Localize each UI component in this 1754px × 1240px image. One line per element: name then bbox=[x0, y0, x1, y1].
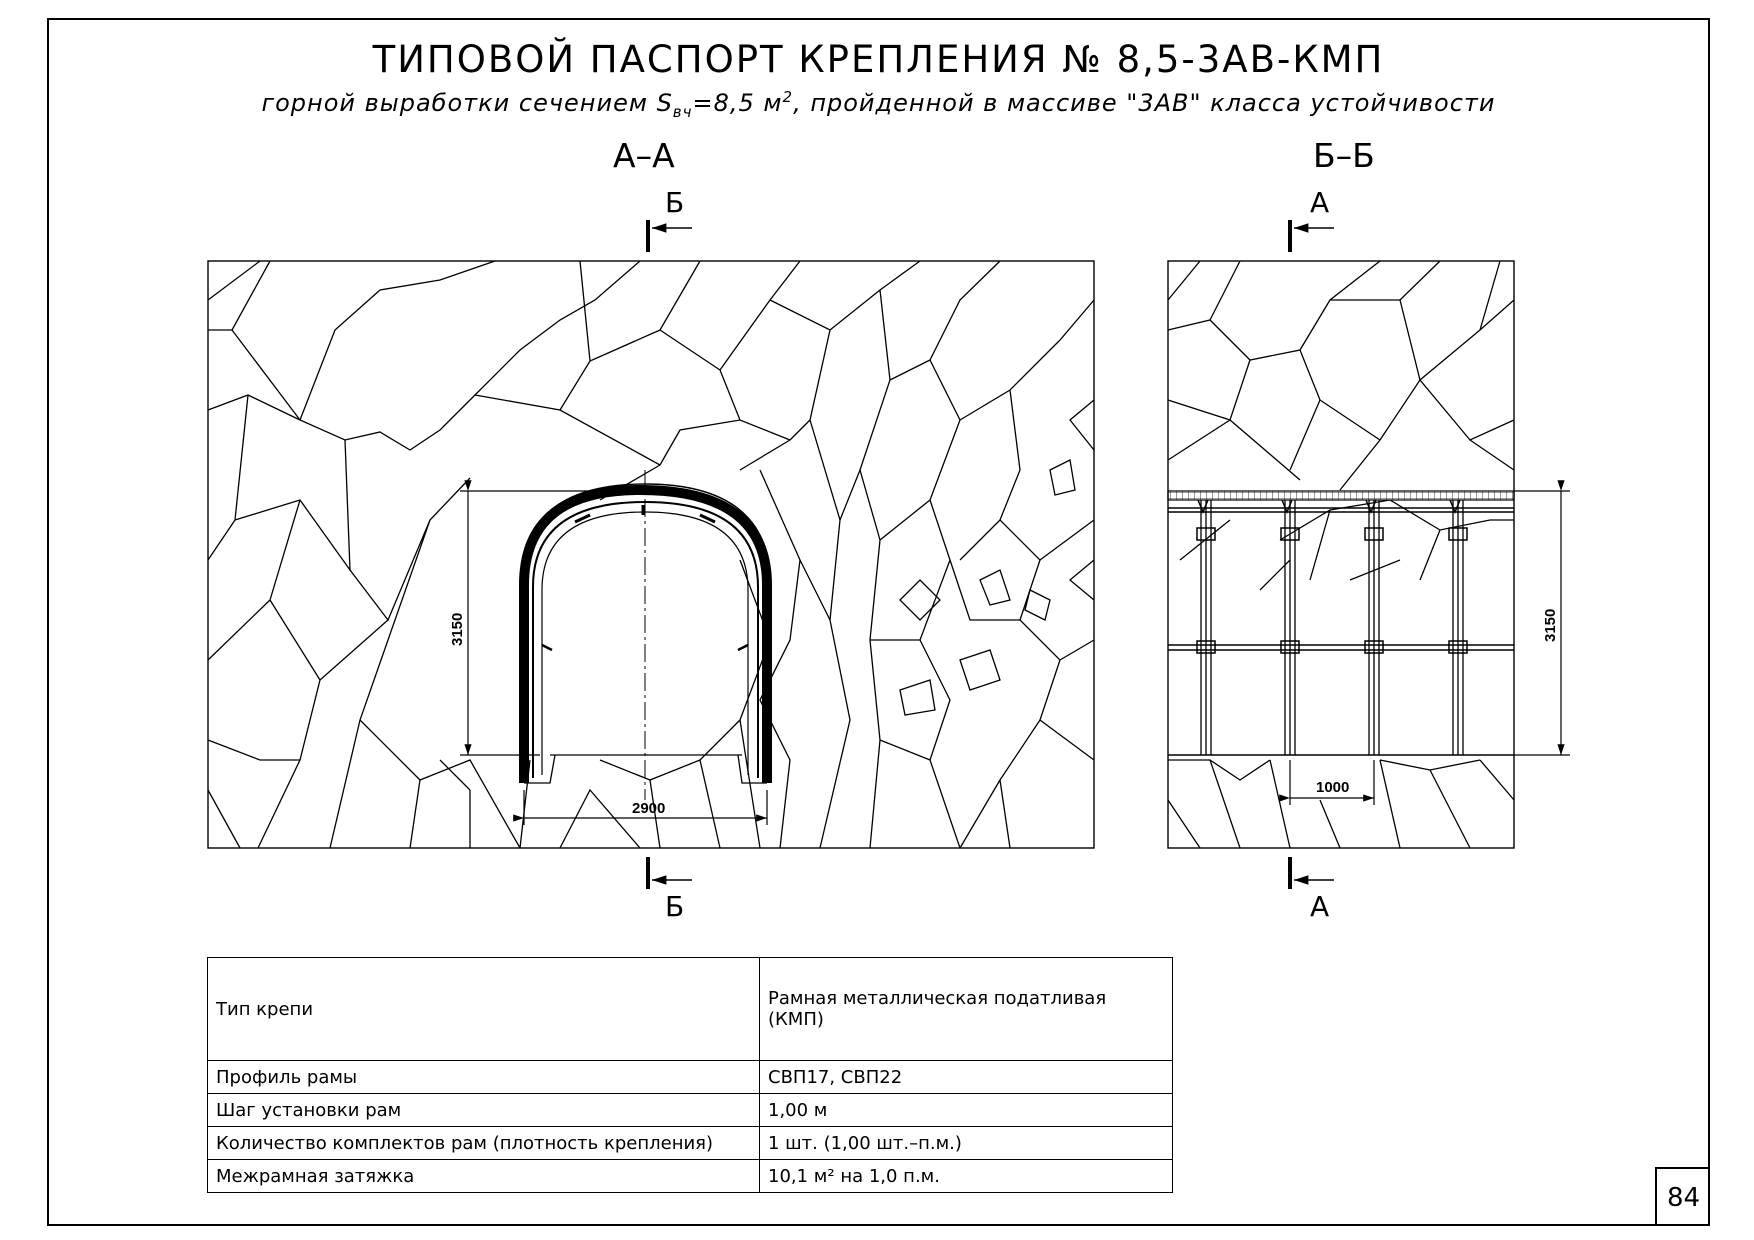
dim-label-height-left: 3150 bbox=[449, 613, 466, 646]
dimension-width-left bbox=[513, 790, 768, 825]
cut-mark-bottom-right-letter: А bbox=[1310, 890, 1330, 923]
table-cell-param: Тип крепи bbox=[207, 957, 760, 1061]
table-cell-param: Количество комплектов рам (плотность кре… bbox=[207, 1126, 760, 1160]
spec-table: Тип крепи Рамная металлическая податлива… bbox=[207, 957, 1173, 1193]
table-cell-value: Рамная металлическая податливая (КМП) bbox=[759, 957, 1173, 1061]
dimension-height-right bbox=[1514, 480, 1570, 756]
table-row: Количество комплектов рам (плотность кре… bbox=[207, 1126, 1173, 1160]
table-row: Профиль рамы СВП17, СВП22 bbox=[207, 1060, 1173, 1094]
dim-label-width-left: 2900 bbox=[632, 800, 665, 817]
dim-label-step-right: 1000 bbox=[1316, 779, 1349, 796]
section-b-b-drawing bbox=[1167, 260, 1515, 849]
table-row: Шаг установки рам 1,00 м bbox=[207, 1093, 1173, 1127]
cut-marks bbox=[646, 220, 1334, 889]
dimension-height-left bbox=[460, 480, 645, 756]
section-label-b-b: Б–Б bbox=[1313, 136, 1375, 175]
cut-mark-top-left-letter: Б bbox=[665, 186, 685, 219]
table-cell-value: СВП17, СВП22 bbox=[759, 1060, 1173, 1094]
section-a-a-drawing bbox=[207, 260, 1095, 849]
dim-label-height-right: 3150 bbox=[1542, 609, 1559, 642]
page-subtitle: горной выработки сечением Sвч=8,5 м2, пр… bbox=[261, 88, 1496, 121]
page-number: 84 bbox=[1655, 1167, 1710, 1226]
cut-mark-top-right-letter: А bbox=[1310, 186, 1330, 219]
table-cell-value: 1 шт. (1,00 шт.–п.м.) bbox=[759, 1126, 1173, 1160]
page-title: ТИПОВОЙ ПАСПОРТ КРЕПЛЕНИЯ № 8,5-3АВ-КМП bbox=[372, 38, 1385, 81]
cut-mark-bottom-left-letter: Б bbox=[665, 890, 685, 923]
dimension-step-right bbox=[1279, 760, 1375, 805]
table-cell-param: Профиль рамы bbox=[207, 1060, 760, 1094]
table-cell-value: 10,1 м² на 1,0 п.м. bbox=[759, 1159, 1173, 1193]
sheet-frame bbox=[47, 18, 1710, 1226]
table-cell-param: Шаг установки рам bbox=[207, 1093, 760, 1127]
table-row: Межрамная затяжка 10,1 м² на 1,0 п.м. bbox=[207, 1159, 1173, 1193]
section-label-a-a: А–А bbox=[613, 136, 675, 175]
table-row: Тип крепи Рамная металлическая податлива… bbox=[207, 957, 1173, 1061]
table-cell-param: Межрамная затяжка bbox=[207, 1159, 760, 1193]
table-cell-value: 1,00 м bbox=[759, 1093, 1173, 1127]
